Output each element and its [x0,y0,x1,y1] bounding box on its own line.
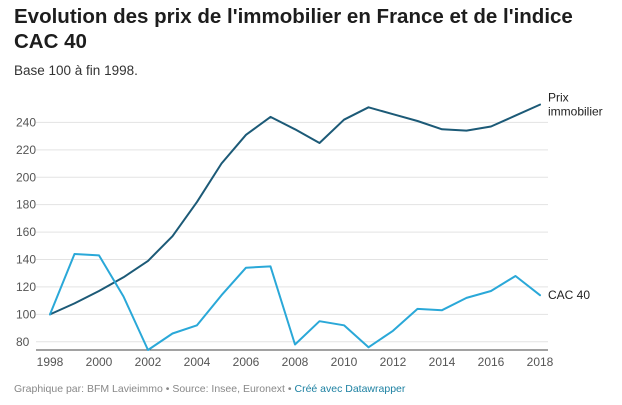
series-label: CAC 40 [548,288,590,302]
x-tick-label: 2010 [331,355,358,369]
y-tick-label: 200 [16,170,36,184]
x-tick-label: 2006 [233,355,260,369]
y-tick-label: 180 [16,198,36,212]
x-tick-label: 2016 [478,355,505,369]
x-tick-label: 2000 [86,355,113,369]
series-label: Prix [548,91,569,105]
chart-subtitle: Base 100 à fin 1998. [14,63,138,78]
y-axis-ticks: 80 100 120 140 160 180 200 220 240 [16,115,36,348]
chart-title: Evolution des prix de l'immobilier en Fr… [14,5,573,53]
series-lines [49,103,541,351]
series-label: immobilier [548,105,603,119]
x-tick-label: 1998 [37,355,64,369]
x-tick-label: 2014 [429,355,456,369]
x-axis-ticks: 1998 2000 2002 2004 2006 2008 2010 2012 2014 2016… [37,355,554,369]
x-tick-label: 2018 [527,355,554,369]
chart-footer: Graphique par: BFM Lavieimmo • Source: I… [14,383,405,395]
y-tick-label: 140 [16,253,36,267]
line-chart: 80 100 120 140 160 180 200 220 240 1998 2000 2002 2… [16,91,603,369]
footer-credits: Graphique par: BFM Lavieimmo • Source: I… [14,383,295,395]
y-tick-label: 80 [16,335,30,349]
y-tick-label: 240 [16,115,36,129]
y-tick-label: 100 [16,307,36,321]
datawrapper-link[interactable]: Créé avec Datawrapper [294,383,406,395]
x-tick-label: 2002 [135,355,162,369]
x-tick-label: 2008 [282,355,309,369]
series-line [49,103,541,316]
y-tick-label: 220 [16,143,36,157]
y-tick-label: 160 [16,225,36,239]
grid-lines [36,121,548,343]
y-tick-label: 120 [16,280,36,294]
x-tick-label: 2012 [380,355,407,369]
x-tick-label: 2004 [184,355,211,369]
series-line [49,253,541,351]
